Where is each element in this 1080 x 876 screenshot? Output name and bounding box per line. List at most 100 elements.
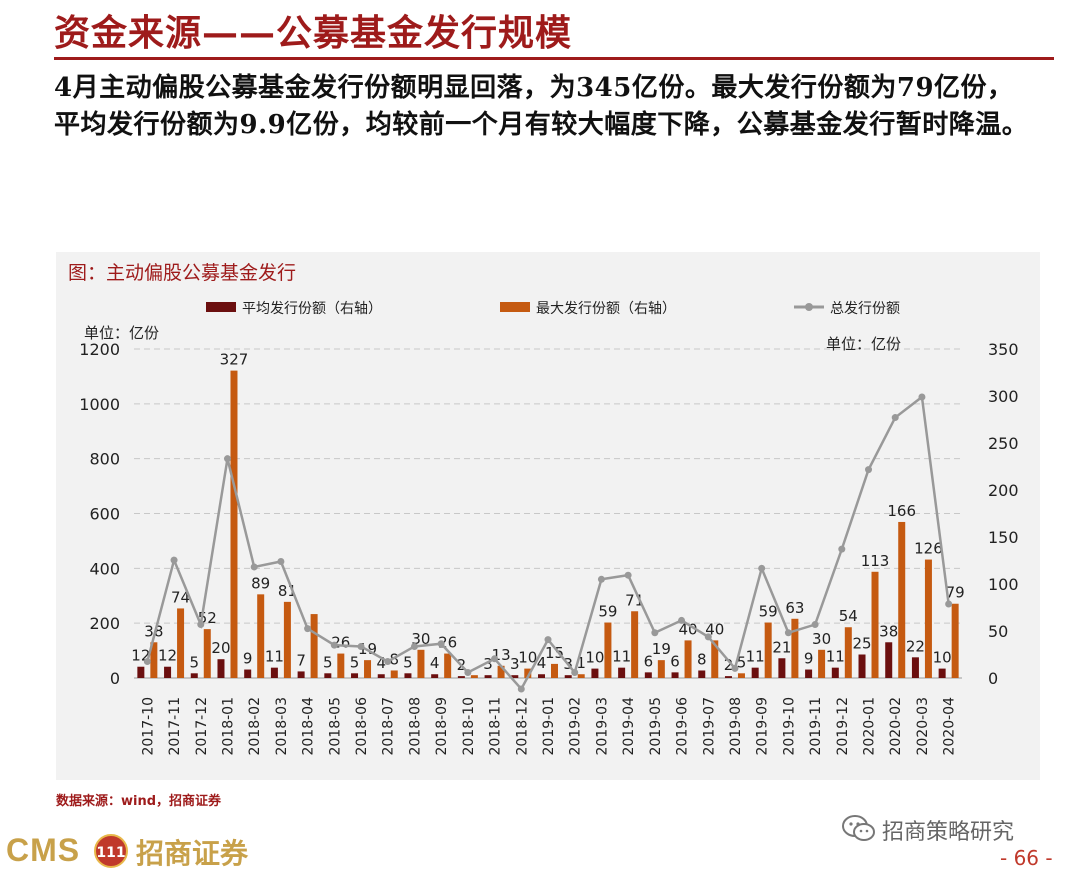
bar-data-label: 5	[323, 653, 333, 671]
bar	[671, 672, 679, 678]
bar	[818, 649, 826, 678]
bar	[470, 675, 478, 678]
right-axis-tick-label: 300	[988, 387, 1019, 406]
bar-data-label: 11	[826, 648, 845, 666]
bar-data-label: 4	[430, 654, 440, 672]
bar	[337, 653, 345, 678]
legend-label: 平均发行份额（右轴）	[242, 301, 382, 317]
bar	[751, 667, 759, 678]
bar-data-label: 30	[411, 630, 430, 648]
bar-data-label: 20	[211, 639, 230, 657]
bar	[844, 627, 852, 678]
legend-marker	[805, 303, 813, 311]
bar	[911, 657, 919, 678]
line-point	[918, 393, 926, 401]
bar	[244, 669, 252, 678]
bar-data-label: 71	[625, 591, 644, 609]
x-axis-tick-label: 2019-09	[755, 697, 771, 756]
bar-data-label: 6	[670, 652, 680, 670]
bar-data-label: 59	[598, 603, 617, 621]
line-point	[758, 564, 766, 572]
bar-data-label: 40	[679, 620, 698, 638]
line-point	[624, 571, 632, 579]
bar	[217, 659, 225, 678]
logo-name: 招商证券	[136, 837, 249, 870]
line-point	[865, 466, 873, 474]
bar	[577, 674, 585, 678]
x-axis-tick-label: 2019-08	[728, 697, 744, 756]
left-axis-tick-label: 600	[89, 505, 120, 524]
x-axis-tick-label: 2019-12	[835, 697, 851, 756]
line-point	[143, 658, 151, 666]
bar-data-label: 74	[171, 588, 190, 606]
x-axis-tick-label: 2018-06	[354, 697, 370, 756]
bar	[858, 654, 866, 678]
legend-label: 最大发行份额（右轴）	[536, 301, 676, 317]
company-logo: CMS 111 招商证券	[6, 830, 286, 874]
bar-data-label: 166	[887, 502, 916, 520]
right-axis-tick-label: 100	[988, 575, 1019, 594]
bar-data-label: 10	[518, 649, 537, 667]
bar-data-label: 21	[772, 638, 791, 656]
page-number: - 66 -	[1000, 846, 1053, 870]
bar-data-label: 38	[879, 622, 898, 640]
bar	[791, 618, 799, 678]
x-axis-tick-label: 2019-02	[568, 697, 584, 756]
bar	[203, 629, 211, 678]
bar	[257, 594, 265, 678]
bar-data-label: 11	[746, 648, 765, 666]
bar-data-label: 19	[652, 640, 671, 658]
bar	[417, 649, 425, 678]
x-axis-tick-label: 2018-07	[381, 697, 397, 756]
bar	[711, 640, 719, 678]
bar	[297, 671, 305, 678]
wechat-watermark: 招商策略研究	[842, 812, 1062, 846]
x-axis-tick-label: 2020-01	[862, 697, 878, 756]
left-axis-tick-label: 0	[110, 669, 120, 688]
x-axis-tick-label: 2019-11	[808, 697, 824, 756]
line-point	[571, 669, 579, 677]
x-axis-tick-label: 2018-10	[461, 697, 477, 756]
bar	[684, 640, 692, 678]
x-axis-tick-label: 2019-04	[621, 697, 637, 756]
line-point	[384, 658, 392, 666]
right-axis-tick-label: 200	[988, 481, 1019, 500]
x-axis-tick-label: 2020-02	[888, 697, 904, 756]
x-axis-tick-label: 2018-12	[514, 697, 530, 756]
bar-data-label: 5	[403, 653, 413, 671]
bar-data-label: 3	[483, 655, 493, 673]
bar	[591, 668, 599, 678]
left-axis-tick-label: 400	[89, 559, 120, 578]
x-axis-tick-label: 2019-01	[541, 697, 557, 756]
bar	[484, 675, 492, 678]
bar-data-label: 9	[243, 650, 253, 668]
line-point	[357, 642, 365, 650]
x-axis-tick-label: 2019-05	[648, 697, 664, 756]
bar-data-label: 5	[190, 653, 200, 671]
line-point	[704, 633, 712, 641]
line-point	[597, 575, 605, 583]
bar	[778, 658, 786, 678]
bar-data-label: 22	[906, 637, 925, 655]
bar-data-label: 11	[265, 648, 284, 666]
bar-data-label: 10	[585, 649, 604, 667]
wechat-icon	[842, 815, 875, 841]
x-axis-tick-label: 2018-09	[434, 697, 450, 756]
left-axis-unit: 单位：亿份	[84, 324, 159, 342]
bar	[377, 674, 385, 678]
bar-data-label: 89	[251, 574, 270, 592]
x-axis-tick-label: 2018-08	[407, 697, 423, 756]
line-point	[277, 557, 285, 565]
right-axis-tick-label: 350	[988, 340, 1019, 359]
bar-data-label: 30	[812, 630, 831, 648]
bar	[497, 665, 505, 678]
bar-data-label: 7	[296, 651, 306, 669]
line-point	[731, 664, 739, 672]
x-axis-tick-label: 2017-10	[140, 697, 156, 756]
bar-data-label: 63	[785, 599, 804, 617]
bar	[190, 673, 198, 678]
bar	[805, 669, 813, 678]
bar	[177, 608, 185, 678]
bar-data-label: 1	[576, 654, 586, 672]
bar-data-label: 8	[389, 650, 399, 668]
